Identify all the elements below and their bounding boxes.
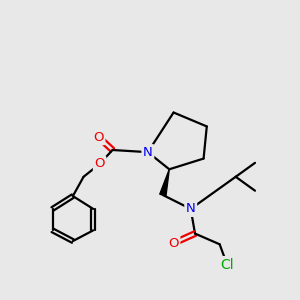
- Text: O: O: [168, 237, 179, 250]
- Text: N: N: [186, 202, 196, 215]
- Polygon shape: [160, 169, 169, 196]
- Text: N: N: [143, 146, 153, 159]
- Text: O: O: [93, 130, 104, 144]
- Text: Cl: Cl: [220, 258, 234, 272]
- Text: O: O: [94, 158, 105, 170]
